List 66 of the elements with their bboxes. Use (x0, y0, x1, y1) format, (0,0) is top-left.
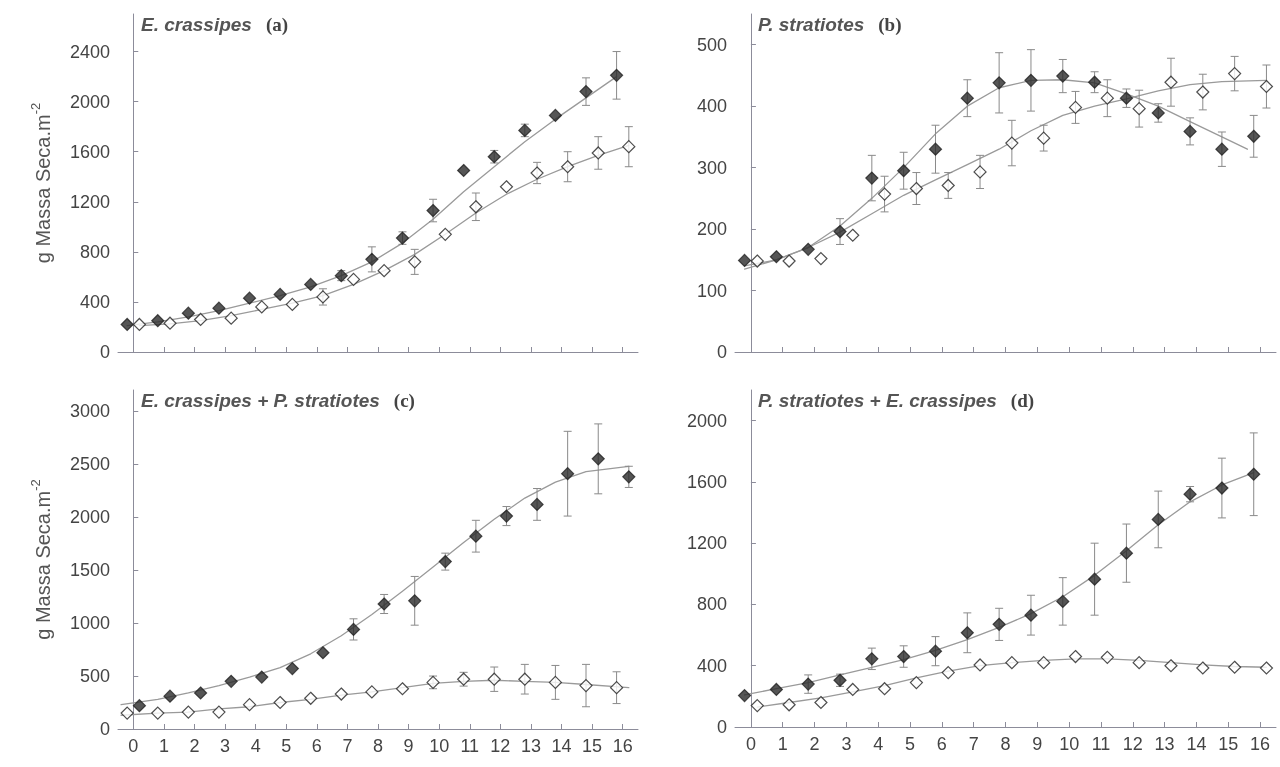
y-tick-label: 0 (99, 342, 110, 362)
x-tick-label: 8 (372, 736, 384, 756)
y-tick-label: 1500 (69, 560, 110, 581)
y-tick-label: 2400 (69, 41, 110, 62)
chart-title: P. stratiotes + E. crassipes (d) (758, 390, 1035, 412)
y-tick-label: 400 (79, 291, 110, 312)
y-tick-label: 200 (696, 219, 727, 240)
y-tick-label: 2000 (686, 410, 727, 431)
x-tick-label: 2 (809, 734, 820, 754)
x-tick-label: 6 (311, 736, 322, 756)
y-tick-label: 2000 (69, 91, 110, 112)
x-tick-label: 6 (936, 734, 947, 754)
x-tick-label: 15 (1218, 734, 1239, 754)
y-tick-label: 0 (99, 719, 110, 739)
x-tick-label: 12 (490, 736, 511, 756)
y-axis-title: g Massa Seca.m-2 (28, 102, 54, 264)
y-tick-label: 0 (716, 342, 727, 362)
y-tick-label: 2500 (69, 454, 110, 475)
x-tick-label: 0 (745, 734, 756, 754)
y-tick-label: 1000 (69, 613, 110, 634)
x-tick-label: 14 (1186, 734, 1207, 754)
x-tick-label: 13 (520, 736, 541, 756)
y-tick-label: 800 (696, 594, 727, 615)
x-tick-label: 12 (1122, 734, 1143, 754)
y-tick-label: 100 (696, 280, 727, 301)
y-tick-label: 300 (696, 157, 727, 178)
chart-title: E. crassipes + P. stratiotes (c) (141, 390, 415, 412)
x-tick-label: 13 (1154, 734, 1175, 754)
y-tick-label: 1600 (69, 141, 110, 162)
x-tick-label: 11 (460, 736, 480, 756)
chart-title: E. crassipes (a) (141, 14, 289, 36)
x-tick-label: 14 (551, 736, 572, 756)
x-tick-label: 8 (1000, 734, 1011, 754)
x-tick-label: 10 (429, 736, 450, 756)
chart-title: P. stratiotes (b) (758, 14, 902, 36)
y-tick-label: 3000 (69, 401, 110, 422)
y-tick-label: 1600 (686, 471, 727, 492)
x-tick-label: 16 (612, 736, 633, 756)
y-tick-label: 500 (79, 666, 110, 687)
x-tick-label: 9 (403, 736, 414, 756)
y-tick-label: 800 (79, 241, 110, 262)
y-axis-title: g Massa Seca.m-2 (28, 479, 54, 640)
y-tick-label: 2000 (69, 507, 110, 528)
x-tick-label: 4 (873, 734, 884, 754)
x-tick-label: 1 (158, 736, 169, 756)
x-tick-label: 9 (1032, 734, 1043, 754)
x-tick-label: 7 (968, 734, 979, 754)
y-tick-label: 500 (696, 34, 727, 55)
x-tick-label: 15 (582, 736, 603, 756)
y-tick-label: 1200 (686, 533, 727, 554)
x-tick-label: 3 (220, 736, 231, 756)
x-tick-label: 2 (189, 736, 200, 756)
y-tick-label: 1200 (69, 191, 110, 212)
x-tick-label: 11 (1091, 734, 1111, 754)
y-tick-label: 400 (696, 655, 727, 676)
x-tick-label: 5 (905, 734, 916, 754)
x-tick-label: 7 (342, 736, 353, 756)
y-tick-label: 0 (716, 717, 727, 737)
x-tick-label: 1 (777, 734, 788, 754)
x-tick-label: 10 (1059, 734, 1080, 754)
x-tick-label: 5 (281, 736, 292, 756)
x-tick-label: 16 (1250, 734, 1271, 754)
y-tick-label: 400 (696, 96, 727, 117)
x-tick-label: 0 (128, 736, 139, 756)
x-tick-label: 4 (250, 736, 261, 756)
x-tick-label: 3 (841, 734, 852, 754)
